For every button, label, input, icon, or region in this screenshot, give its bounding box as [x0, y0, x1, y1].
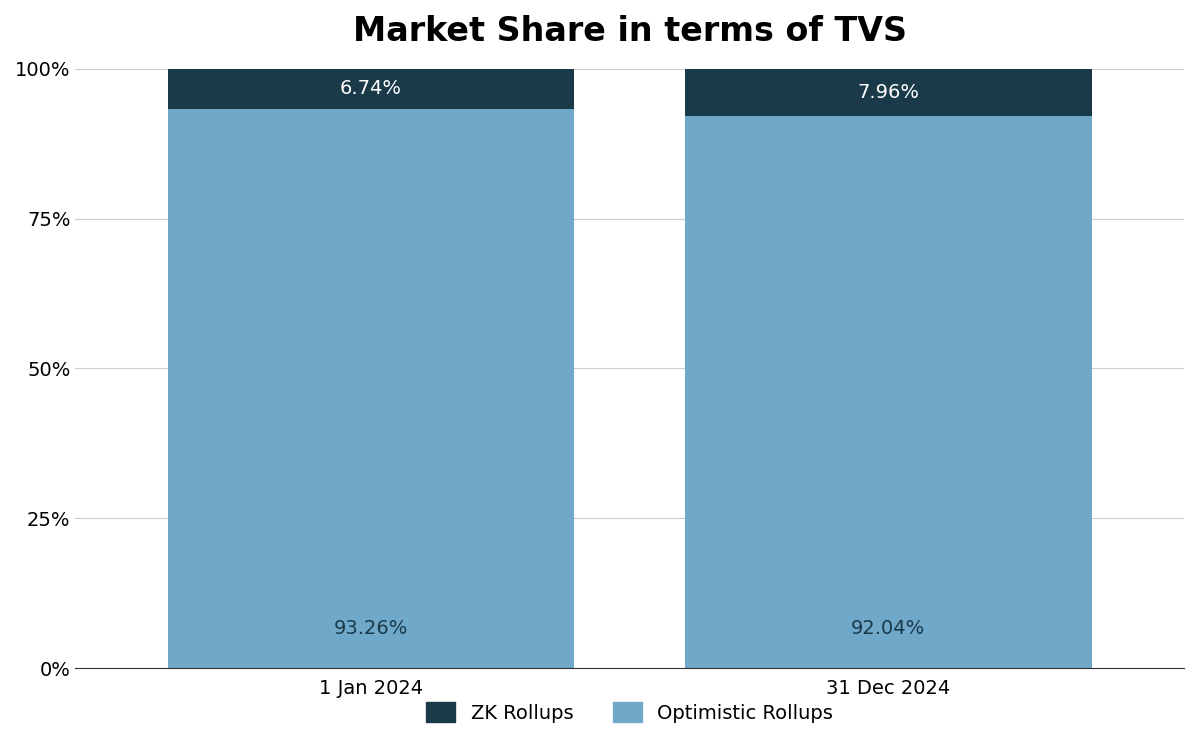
- Text: 93.26%: 93.26%: [333, 619, 408, 638]
- Bar: [685, 69, 1091, 116]
- Bar: [168, 109, 574, 668]
- Text: 7.96%: 7.96%: [857, 83, 920, 102]
- Legend: ZK Rollups, Optimistic Rollups: ZK Rollups, Optimistic Rollups: [418, 695, 840, 730]
- Bar: [685, 116, 1091, 668]
- Text: 92.04%: 92.04%: [851, 619, 926, 638]
- Title: Market Share in terms of TVS: Market Share in terms of TVS: [353, 15, 906, 48]
- Text: 6.74%: 6.74%: [341, 79, 402, 99]
- Bar: [168, 69, 574, 109]
